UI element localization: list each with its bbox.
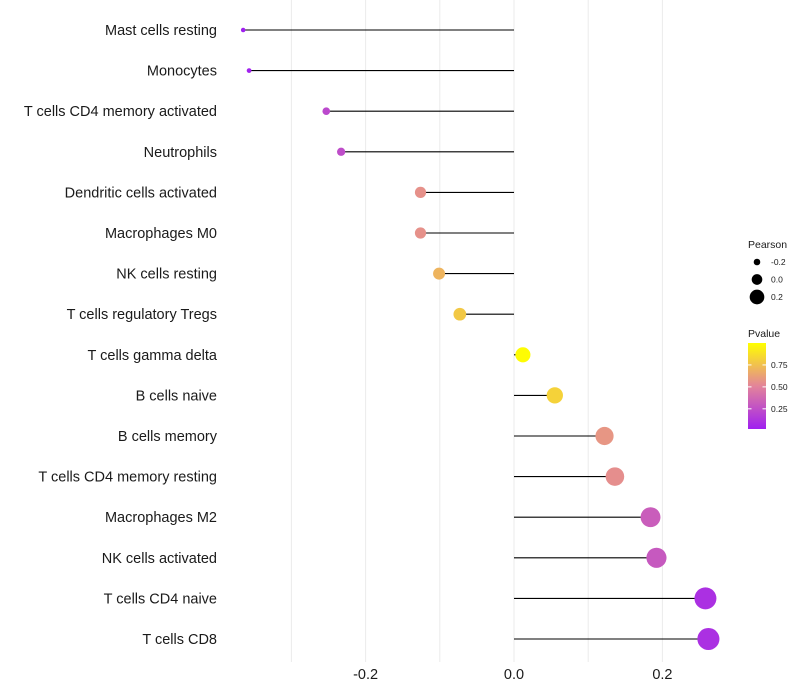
category-label: T cells CD8 [142,632,217,648]
data-point [414,186,427,199]
size-legend-title: Pearson [748,239,787,251]
color-legend-title: Pvalue [748,328,780,340]
category-label: Macrophages M2 [105,510,217,526]
x-tick-label: -0.2 [353,667,378,683]
data-point [433,267,446,280]
data-point [515,347,531,363]
size-legend-key [749,289,765,305]
category-label: T cells regulatory Tregs [67,307,217,323]
pvalue-colorbar [748,343,766,429]
x-tick-label: 0.2 [652,667,672,683]
category-label: Macrophages M0 [105,226,217,242]
size-legend-key [751,274,763,285]
category-label: NK cells resting [116,267,217,283]
category-label: Neutrophils [144,145,217,161]
category-label: NK cells activated [102,551,217,567]
size-legend-key [753,258,761,266]
size-legend-label: 0.0 [771,275,783,285]
data-point [595,426,614,446]
category-label: Monocytes [147,64,217,80]
data-point [646,547,667,568]
colorbar-tick-label: 0.50 [771,382,788,392]
category-label: Dendritic cells activated [65,185,217,201]
data-point [697,627,720,651]
size-legend-label: -0.2 [771,257,786,267]
y-axis-labels: Mast cells resting Monocytes T cells CD4 m… [24,23,218,648]
data-point [694,587,717,610]
pvalue-color-legend: Pvalue 0.75 0.50 0.25 [748,328,788,429]
x-axis-tick-labels: -0.2 0.0 0.2 [353,667,672,683]
data-point [414,227,427,239]
category-label: T cells CD4 naive [104,591,217,607]
x-tick-label: 0.0 [504,667,524,683]
colorbar-tick-label: 0.25 [771,404,788,414]
pearson-size-legend: Pearson -0.2 0.0 0.2 [748,239,787,305]
category-label: B cells memory [118,429,218,445]
size-legend-label: 0.2 [771,292,783,302]
lollipop-points [240,27,720,651]
data-point [240,27,246,33]
data-point [453,307,467,321]
category-label: Mast cells resting [105,23,217,39]
grid-lines [290,0,663,662]
category-label: T cells CD4 memory activated [24,104,217,120]
category-label: B cells naive [136,388,217,404]
data-point [246,68,252,73]
category-label: T cells gamma delta [88,348,218,364]
colorbar-tick-label: 0.75 [771,360,788,370]
data-point [546,387,563,404]
data-point [322,107,331,116]
data-point [336,147,346,156]
data-point [640,507,661,528]
category-label: T cells CD4 memory resting [38,470,217,486]
lollipop-stems [243,29,709,640]
data-point [605,467,625,486]
